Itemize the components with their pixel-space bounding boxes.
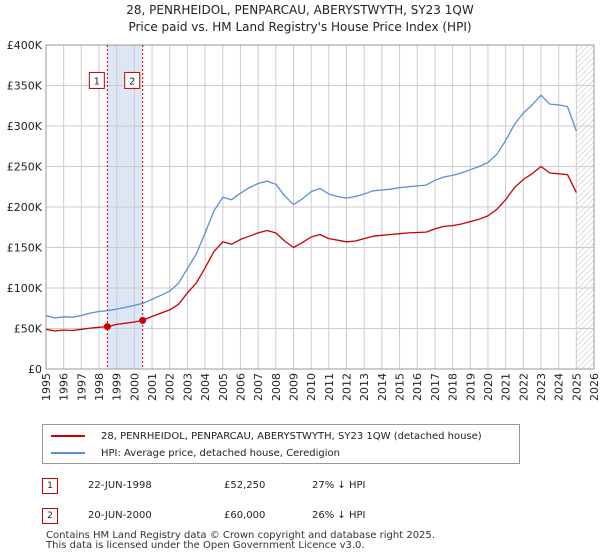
legend-swatch-blue bbox=[51, 452, 85, 454]
y-tick-label: £350K bbox=[7, 80, 43, 93]
x-tick-label: 2006 bbox=[234, 373, 247, 401]
y-tick-label: £300K bbox=[7, 120, 43, 133]
x-tick-label: 2025 bbox=[570, 373, 583, 401]
y-tick-label: £50K bbox=[14, 323, 43, 336]
sale-label-box bbox=[88, 71, 105, 89]
x-tick-label: 2010 bbox=[305, 373, 318, 401]
chart-title-line1: 28, PENRHEIDOL, PENPARCAU, ABERYSTWYTH, … bbox=[126, 3, 474, 17]
footer-copyright: Contains HM Land Registry data © Crown c… bbox=[46, 530, 435, 541]
sale-label-number: 2 bbox=[129, 76, 135, 87]
x-tick-label: 2017 bbox=[429, 373, 442, 401]
y-tick-label: £250K bbox=[7, 161, 43, 174]
x-tick-label: 2018 bbox=[447, 373, 460, 401]
x-tick-label: 1996 bbox=[58, 373, 71, 401]
hpi-line bbox=[45, 94, 577, 319]
chart-legend: 28, PENRHEIDOL, PENPARCAU, ABERYSTWYTH, … bbox=[42, 424, 520, 464]
sale-price: £52,250 bbox=[224, 480, 266, 491]
y-tick-label: £0 bbox=[28, 363, 42, 376]
legend-label-property: 28, PENRHEIDOL, PENPARCAU, ABERYSTWYTH, … bbox=[101, 430, 482, 442]
table-row: 1 22-JUN-1998 £52,250 27% ↓ HPI bbox=[42, 478, 562, 498]
x-tick-label: 2015 bbox=[394, 373, 407, 401]
sale-hpi-diff: 26% ↓ HPI bbox=[312, 510, 366, 521]
property-price-line bbox=[45, 165, 577, 332]
sale-point bbox=[139, 316, 147, 324]
x-tick-label: 2021 bbox=[500, 373, 513, 401]
legend-item-property: 28, PENRHEIDOL, PENPARCAU, ABERYSTWYTH, … bbox=[51, 428, 482, 444]
x-tick-label: 2016 bbox=[411, 373, 424, 401]
x-tick-label: 2023 bbox=[535, 373, 548, 401]
x-tick-label: 2014 bbox=[376, 373, 389, 401]
x-tick-label: 2019 bbox=[464, 373, 477, 401]
y-tick-label: £400K bbox=[7, 39, 43, 52]
sale-marker-badge: 1 bbox=[42, 478, 58, 494]
chart-title-line2: Price paid vs. HM Land Registry's House … bbox=[128, 20, 472, 34]
x-tick-label: 2000 bbox=[128, 373, 141, 401]
x-tick-label: 2013 bbox=[358, 373, 371, 401]
sale-hpi-diff: 27% ↓ HPI bbox=[312, 480, 366, 491]
y-tick-label: £200K bbox=[7, 201, 43, 214]
y-tick-label: £100K bbox=[7, 282, 43, 295]
x-tick-label: 2009 bbox=[287, 373, 300, 401]
table-row: 2 20-JUN-2000 £60,000 26% ↓ HPI bbox=[42, 508, 562, 528]
legend-swatch-red bbox=[51, 435, 85, 437]
x-tick-label: 2008 bbox=[270, 373, 283, 401]
legend-label-hpi: HPI: Average price, detached house, Cere… bbox=[101, 447, 340, 459]
x-tick-label: 2004 bbox=[199, 373, 212, 401]
x-tick-label: 2002 bbox=[164, 373, 177, 401]
x-tick-label: 2012 bbox=[341, 373, 354, 401]
sale-date: 20-JUN-2000 bbox=[88, 510, 152, 521]
x-tick-label: 2005 bbox=[217, 373, 230, 401]
price-chart: 1 2 £0 £50K £100K £150K £200K £250K £300K £350K £4… bbox=[7, 39, 600, 401]
sale-label-number: 1 bbox=[94, 76, 100, 87]
sale-date: 22-JUN-1998 bbox=[88, 480, 152, 491]
plot-frame bbox=[45, 44, 595, 370]
x-tick-label: 1999 bbox=[111, 373, 124, 401]
x-tick-label: 2001 bbox=[146, 373, 159, 401]
footer-licence: This data is licensed under the Open Gov… bbox=[46, 540, 365, 551]
x-tick-label: 2011 bbox=[323, 373, 336, 401]
x-tick-label: 2020 bbox=[482, 373, 495, 401]
x-tick-label: 2024 bbox=[553, 373, 566, 401]
sale-marker-badge: 2 bbox=[42, 508, 58, 524]
legend-item-hpi: HPI: Average price, detached house, Cere… bbox=[51, 445, 340, 461]
sale-label-box bbox=[124, 71, 141, 89]
x-tick-label: 2007 bbox=[252, 373, 265, 401]
sale-point bbox=[103, 323, 111, 331]
sale-price: £60,000 bbox=[224, 510, 266, 521]
x-tick-label: 1995 bbox=[40, 373, 53, 401]
x-tick-label: 2022 bbox=[517, 373, 530, 401]
x-tick-label: 2003 bbox=[181, 373, 194, 401]
footer: Contains HM Land Registry data © Crown c… bbox=[46, 531, 435, 551]
x-tick-label: 1997 bbox=[75, 373, 88, 401]
y-tick-label: £150K bbox=[7, 242, 43, 255]
x-tick-label: 1998 bbox=[93, 373, 106, 401]
x-tick-label: 2026 bbox=[588, 373, 600, 401]
